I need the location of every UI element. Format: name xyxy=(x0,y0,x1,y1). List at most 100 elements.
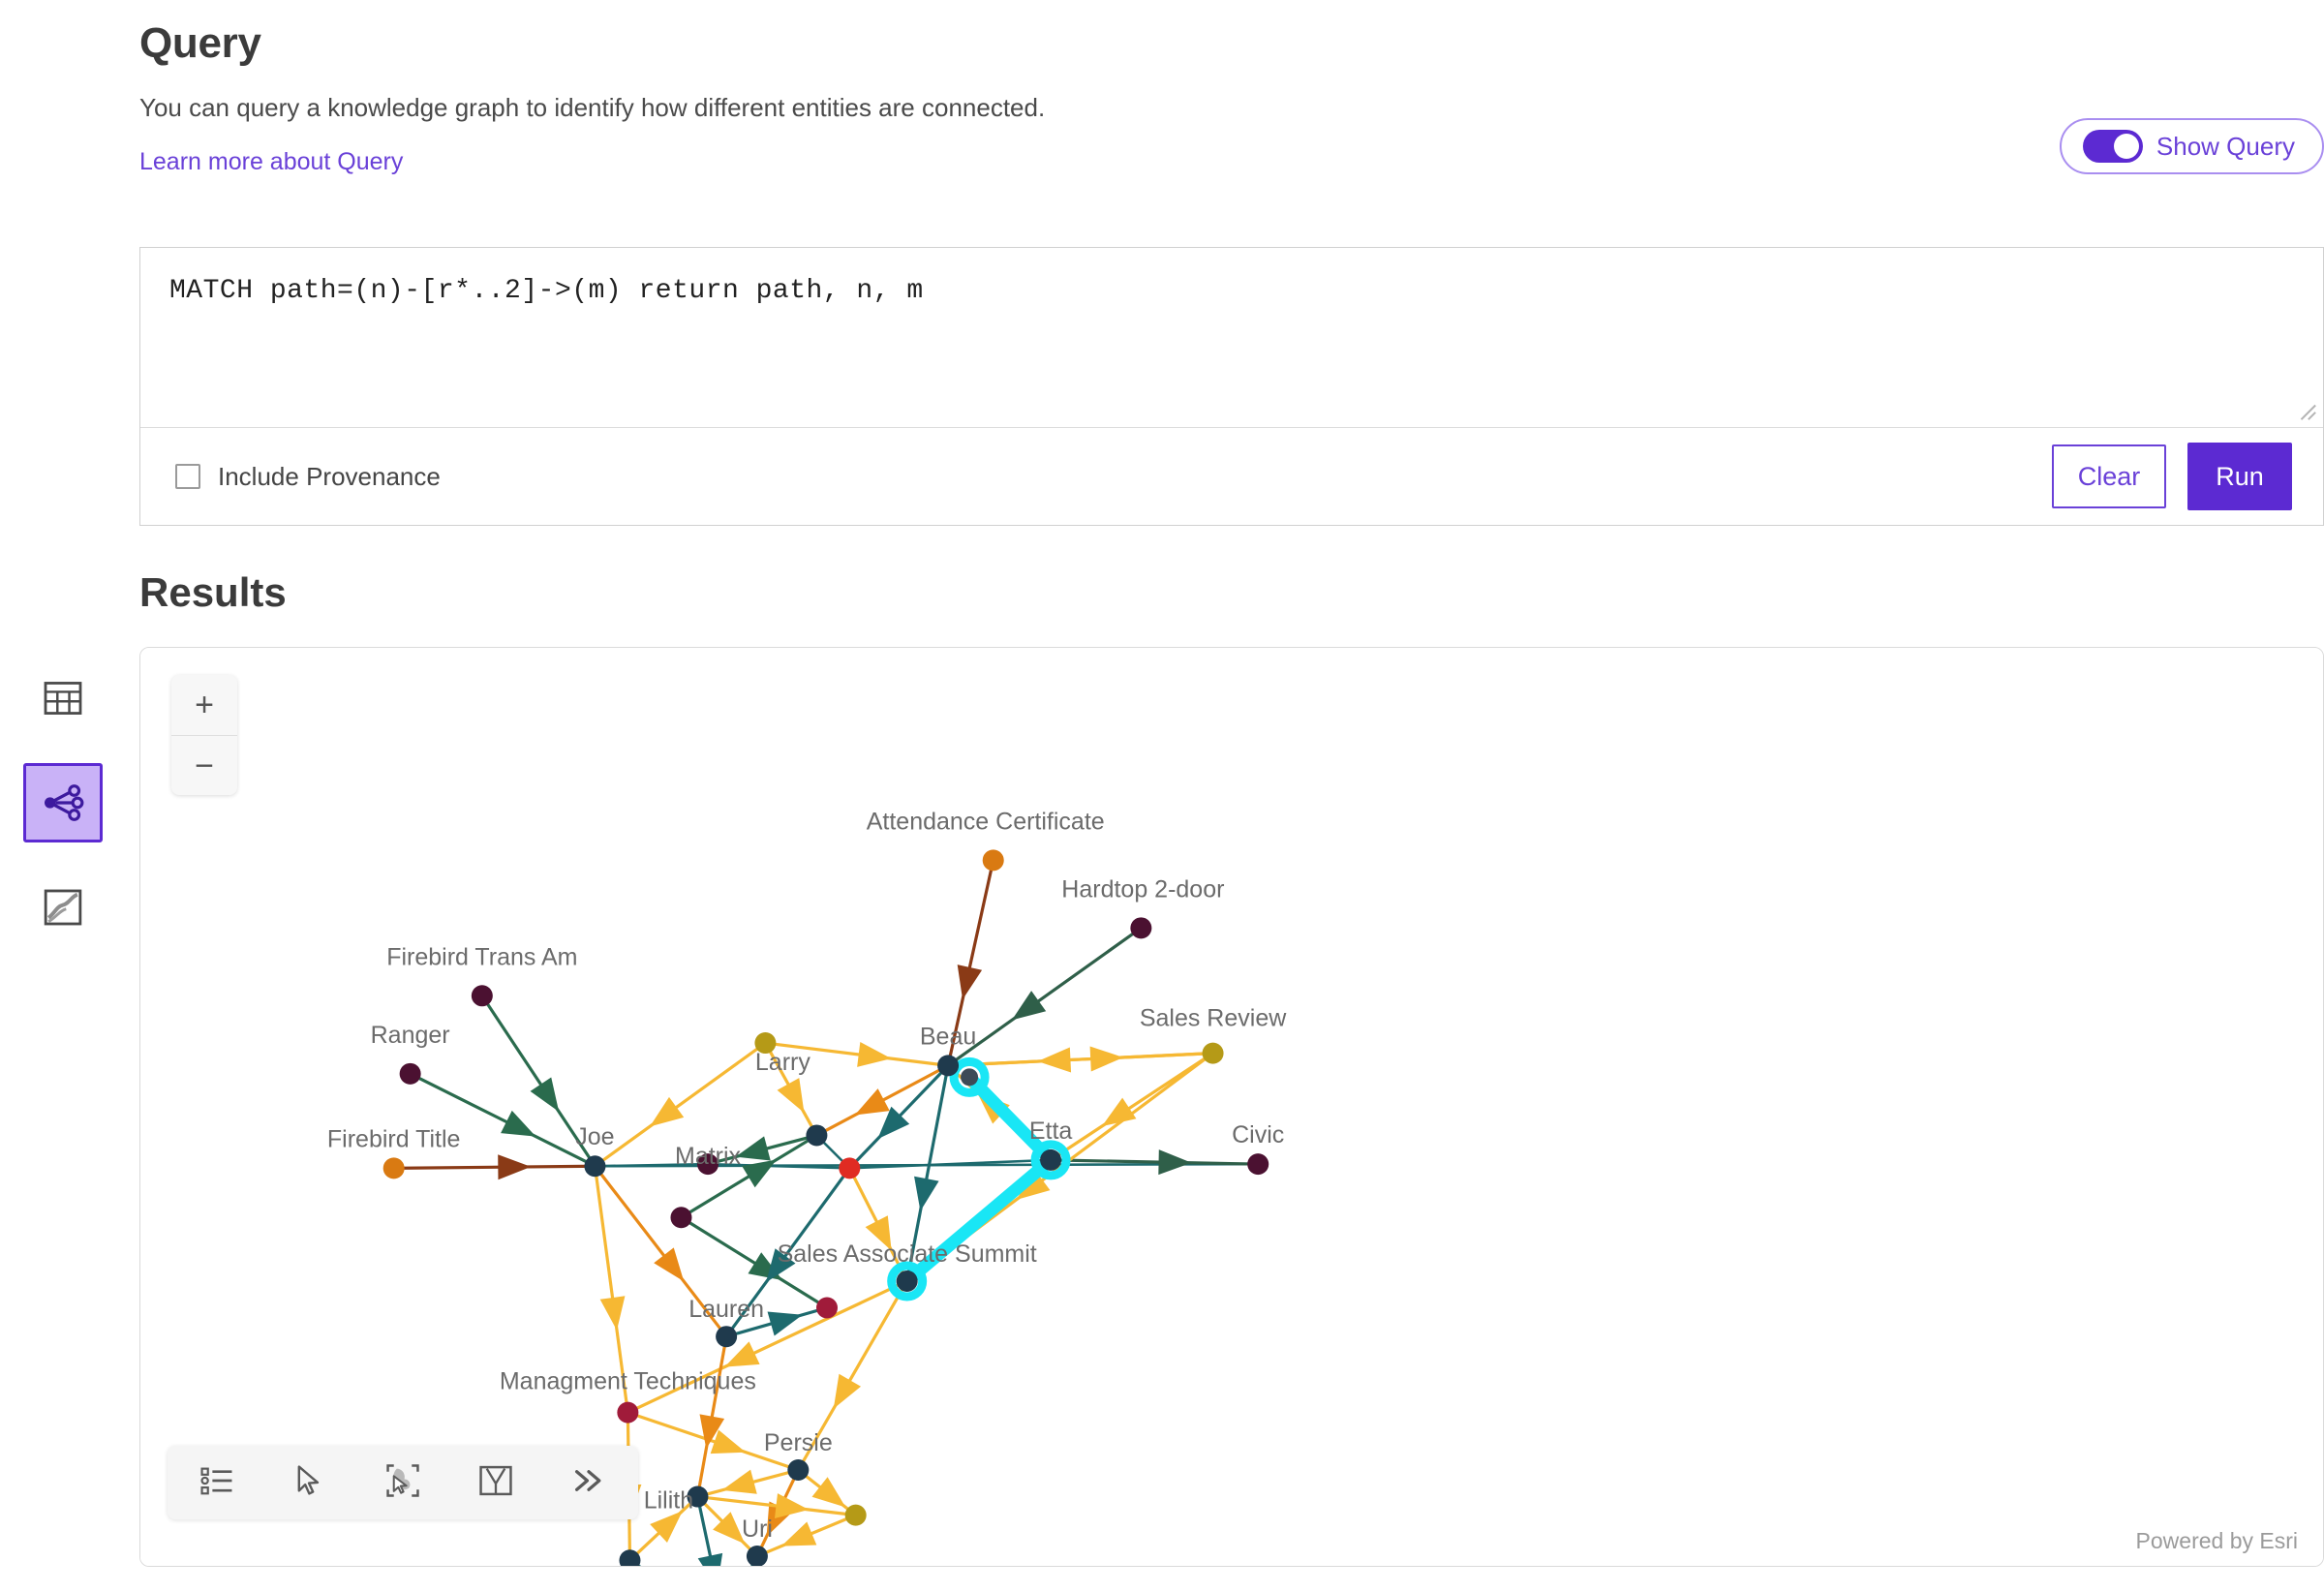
graph-edge xyxy=(480,995,596,1168)
graph-node-label: Joe xyxy=(575,1123,614,1150)
highlighted-node-halo xyxy=(949,1056,990,1097)
graph-node[interactable] xyxy=(1247,1153,1269,1176)
graph-edge-arrow xyxy=(865,1215,892,1251)
graph-edge-arrow xyxy=(650,1511,683,1543)
graph-node-label: Managment Techniques xyxy=(500,1368,756,1395)
graph-node[interactable] xyxy=(754,1032,777,1055)
graph-node-label: Firebird Trans Am xyxy=(386,943,577,970)
graph-edge-arrow xyxy=(914,1176,939,1211)
esri-credit: Powered by Esri xyxy=(2135,1528,2298,1553)
legend-button[interactable] xyxy=(191,1456,243,1509)
graph-node[interactable] xyxy=(382,1157,405,1179)
graph-node[interactable] xyxy=(471,985,493,1007)
graph-node-label: Persie xyxy=(764,1429,833,1456)
marquee-select-button[interactable] xyxy=(377,1456,429,1509)
graph-node[interactable] xyxy=(839,1157,861,1179)
query-buttons: Clear Run xyxy=(2052,443,2292,510)
page-title: Query xyxy=(139,19,261,67)
graph-node[interactable] xyxy=(687,1485,709,1508)
graph-node[interactable] xyxy=(584,1155,606,1178)
graph-node-label: Lauren xyxy=(688,1296,764,1323)
graph-highlight-path xyxy=(887,1056,1071,1301)
highlighted-node-halo xyxy=(1030,1140,1071,1180)
highlighted-node xyxy=(961,1068,979,1087)
graph-node[interactable] xyxy=(982,849,1004,872)
graph-node[interactable] xyxy=(399,1062,421,1085)
graph-node-labels: Attendance Certificate Hardtop 2-door Fire… xyxy=(327,808,1287,1543)
graph-node-label: Sales Associate Summit xyxy=(778,1240,1037,1268)
graph-edge-arrow xyxy=(765,1248,796,1283)
graph-edge-arrow xyxy=(530,1077,560,1113)
graph-edge xyxy=(796,1280,909,1471)
map-icon xyxy=(44,889,82,926)
include-provenance-checkbox[interactable]: Include Provenance xyxy=(175,462,441,492)
graph-edge xyxy=(849,1158,1052,1170)
graph-node[interactable] xyxy=(787,1459,810,1481)
graph-edge xyxy=(594,1041,767,1168)
graph-edge-arrow xyxy=(811,1477,846,1508)
run-button[interactable]: Run xyxy=(2187,443,2292,510)
graph-node-label: Firebird Title xyxy=(327,1125,461,1152)
graph-edge xyxy=(595,1162,709,1168)
graph-node[interactable] xyxy=(806,1124,828,1147)
results-title: Results xyxy=(139,569,287,615)
graph-node[interactable] xyxy=(670,1207,692,1229)
graph-toolbar xyxy=(168,1446,638,1519)
graph-node-label: Hardtop 2-door xyxy=(1061,875,1224,903)
zoom-in-button[interactable]: + xyxy=(195,687,214,723)
query-text: MATCH path=(n)-[r*..2]->(m) return path,… xyxy=(169,276,924,306)
graph-node[interactable] xyxy=(619,1549,641,1567)
graph-edge xyxy=(765,1041,949,1067)
marquee-select-icon xyxy=(386,1463,419,1502)
graph-edge xyxy=(627,1279,908,1415)
checkbox-box[interactable] xyxy=(175,464,200,489)
graph-edge-arrow xyxy=(498,1154,532,1180)
graph-node[interactable] xyxy=(937,1055,960,1077)
zoom-out-button[interactable]: − xyxy=(171,735,237,795)
graph-edges xyxy=(393,860,1259,1566)
graph-node[interactable] xyxy=(1202,1042,1224,1064)
graph-edge xyxy=(680,1215,828,1309)
graph-edge-arrow xyxy=(1016,1170,1051,1200)
resize-grip-icon[interactable] xyxy=(2296,400,2317,421)
graph-edge-arrow xyxy=(1037,1047,1072,1073)
graph-node[interactable] xyxy=(896,1270,918,1292)
toggle-switch[interactable] xyxy=(2082,130,2143,163)
graph-node[interactable] xyxy=(716,1326,738,1348)
graph-node[interactable] xyxy=(617,1401,639,1424)
graph-edge-arrow xyxy=(774,1493,810,1518)
graph-node[interactable] xyxy=(816,1297,838,1319)
sidebar-item-link-chart-view[interactable] xyxy=(23,763,103,842)
graph-edge-arrow xyxy=(833,1373,862,1409)
graph-edge xyxy=(947,927,1143,1067)
graph-node[interactable] xyxy=(1130,917,1152,939)
graph-edge-arrow xyxy=(710,1429,747,1454)
graph-node[interactable] xyxy=(697,1153,719,1176)
graph-svg: Attendance Certificate Hardtop 2-door Fire… xyxy=(327,808,1287,1567)
learn-more-link[interactable]: Learn more about Query xyxy=(139,148,404,175)
graph-edge xyxy=(948,1052,1213,1067)
clear-button[interactable]: Clear xyxy=(2052,444,2166,508)
more-tools-button[interactable] xyxy=(563,1456,615,1509)
layout-button[interactable] xyxy=(470,1456,522,1509)
graph-node-label: Beau xyxy=(920,1023,976,1050)
show-query-toggle[interactable]: Show Query xyxy=(2059,118,2324,174)
graph-edge-arrow xyxy=(699,1414,725,1450)
sidebar-item-map-view[interactable] xyxy=(23,868,103,947)
graph-node-label: Uri xyxy=(742,1515,773,1543)
link-chart-canvas[interactable]: Attendance Certificate Hardtop 2-door Fire… xyxy=(140,648,2323,1566)
graph-edge xyxy=(393,1164,596,1170)
graph-edge-arrow xyxy=(857,1042,892,1067)
graph-edge-arrow xyxy=(697,1552,723,1566)
graph-edge-arrow xyxy=(854,1088,890,1116)
graph-node[interactable] xyxy=(1040,1148,1062,1171)
zoom-controls: + − xyxy=(171,675,237,795)
graph-edge-arrow xyxy=(650,1096,685,1127)
graph-node[interactable] xyxy=(746,1546,768,1567)
select-tool-button[interactable] xyxy=(284,1456,336,1509)
graph-node[interactable] xyxy=(844,1504,867,1526)
query-input[interactable]: MATCH path=(n)-[r*..2]->(m) return path,… xyxy=(140,248,2323,428)
page-subtitle: You can query a knowledge graph to ident… xyxy=(139,93,1046,122)
sidebar-item-table-view[interactable] xyxy=(23,658,103,738)
